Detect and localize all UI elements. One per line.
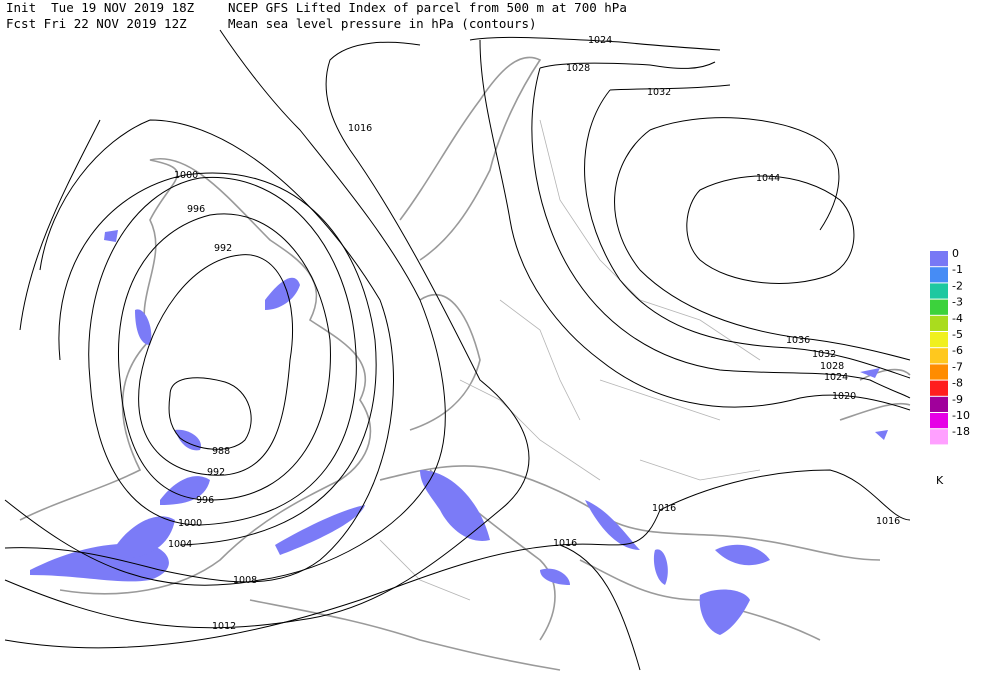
- contour-label: 1008: [233, 575, 257, 586]
- contour-label: 992: [214, 243, 232, 254]
- forecast-time: Fcst Fri 22 NOV 2019 12Z: [6, 16, 187, 31]
- contour-label: 1020: [832, 391, 856, 402]
- legend-label: -9: [952, 393, 963, 406]
- legend-swatch: [930, 364, 948, 380]
- lifted-index-areas: [30, 230, 888, 635]
- contour-label: 1032: [647, 87, 671, 98]
- legend-label: -18: [952, 425, 970, 438]
- legend-label: -2: [952, 279, 963, 292]
- legend-label: 0: [952, 247, 959, 260]
- legend-label: -1: [952, 263, 963, 276]
- contour-label: 1000: [178, 518, 202, 529]
- legend-label: -7: [952, 360, 963, 373]
- legend: 0 -1 -2 -3 -4 -5 -6 -7 -8 -9 -10 -18: [930, 247, 970, 445]
- legend-label: -6: [952, 344, 963, 357]
- contour-label: 1024: [588, 35, 612, 46]
- legend-swatch: [930, 429, 948, 445]
- contour-label: 988: [212, 446, 230, 457]
- legend-swatch: [930, 380, 948, 396]
- legend-swatch: [930, 299, 948, 315]
- contour-label: 1004: [168, 539, 192, 550]
- legend-label: -8: [952, 377, 963, 390]
- contour-label: 1028: [566, 63, 590, 74]
- contour-label: 1016: [876, 516, 900, 527]
- legend-swatch: [930, 315, 948, 331]
- legend-label: -10: [952, 409, 970, 422]
- legend-swatch: [930, 332, 948, 348]
- legend-swatch: [930, 267, 948, 283]
- contour-label: 1024: [824, 372, 848, 383]
- legend-label: -3: [952, 296, 963, 309]
- contour-label: 1016: [553, 538, 577, 549]
- contour-label: 992: [207, 467, 225, 478]
- legend-swatch: [930, 396, 948, 412]
- pressure-contours: [4, 29, 911, 671]
- contour-label: 996: [187, 204, 205, 215]
- contour-label: 1012: [212, 621, 236, 632]
- legend-label: -5: [952, 328, 963, 341]
- legend-swatch: [930, 251, 948, 267]
- contour-label: 996: [196, 495, 214, 506]
- contour-label: 1000: [174, 170, 198, 181]
- map-subtitle: Mean sea level pressure in hPa (contours…: [228, 16, 537, 31]
- legend-unit: K: [936, 474, 944, 487]
- map-title: NCEP GFS Lifted Index of parcel from 500…: [228, 0, 627, 15]
- contour-label: 1044: [756, 173, 780, 184]
- contour-label: 1016: [348, 123, 372, 134]
- init-time: Init Tue 19 NOV 2019 18Z: [6, 0, 195, 15]
- contour-label: 1036: [786, 335, 810, 346]
- contour-label: 1016: [652, 503, 676, 514]
- contour-labels: 1024 1028 1032 1016 1044 1000 996 992 10…: [168, 35, 900, 632]
- legend-swatch: [930, 413, 948, 429]
- contour-label: 1032: [812, 349, 836, 360]
- legend-label: -4: [952, 312, 963, 325]
- contour-label: 1028: [820, 361, 844, 372]
- borders: [379, 119, 761, 601]
- legend-swatch: [930, 348, 948, 364]
- legend-swatch: [930, 283, 948, 299]
